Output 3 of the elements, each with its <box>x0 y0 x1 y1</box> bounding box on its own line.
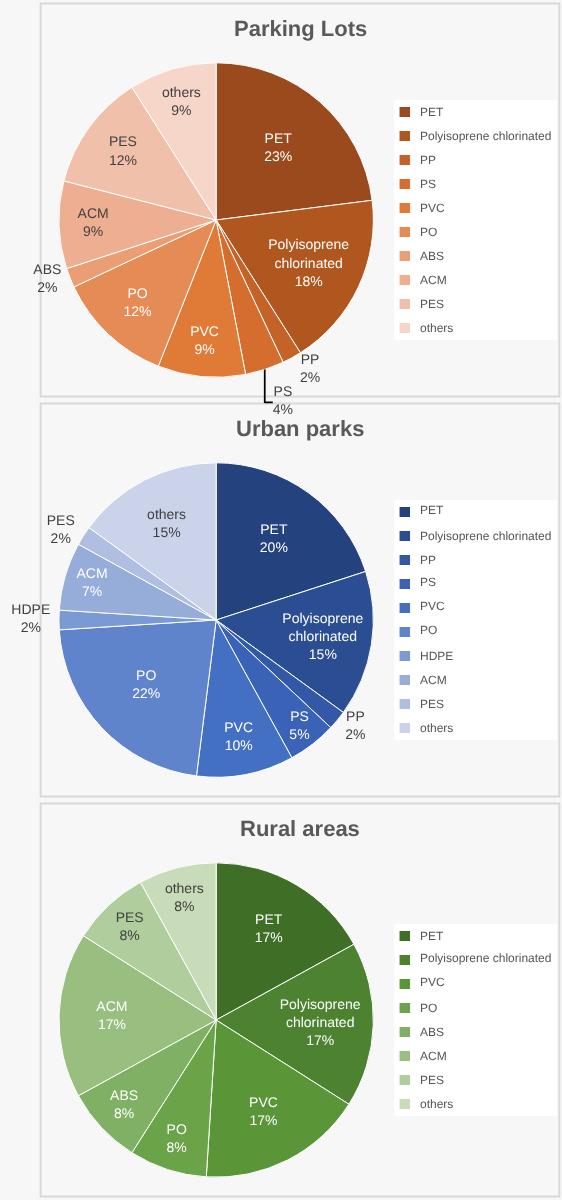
chart-title: Rural areas <box>240 818 360 842</box>
chart-title: Parking Lots <box>234 18 368 42</box>
chart-title: Urban parks <box>236 418 365 442</box>
